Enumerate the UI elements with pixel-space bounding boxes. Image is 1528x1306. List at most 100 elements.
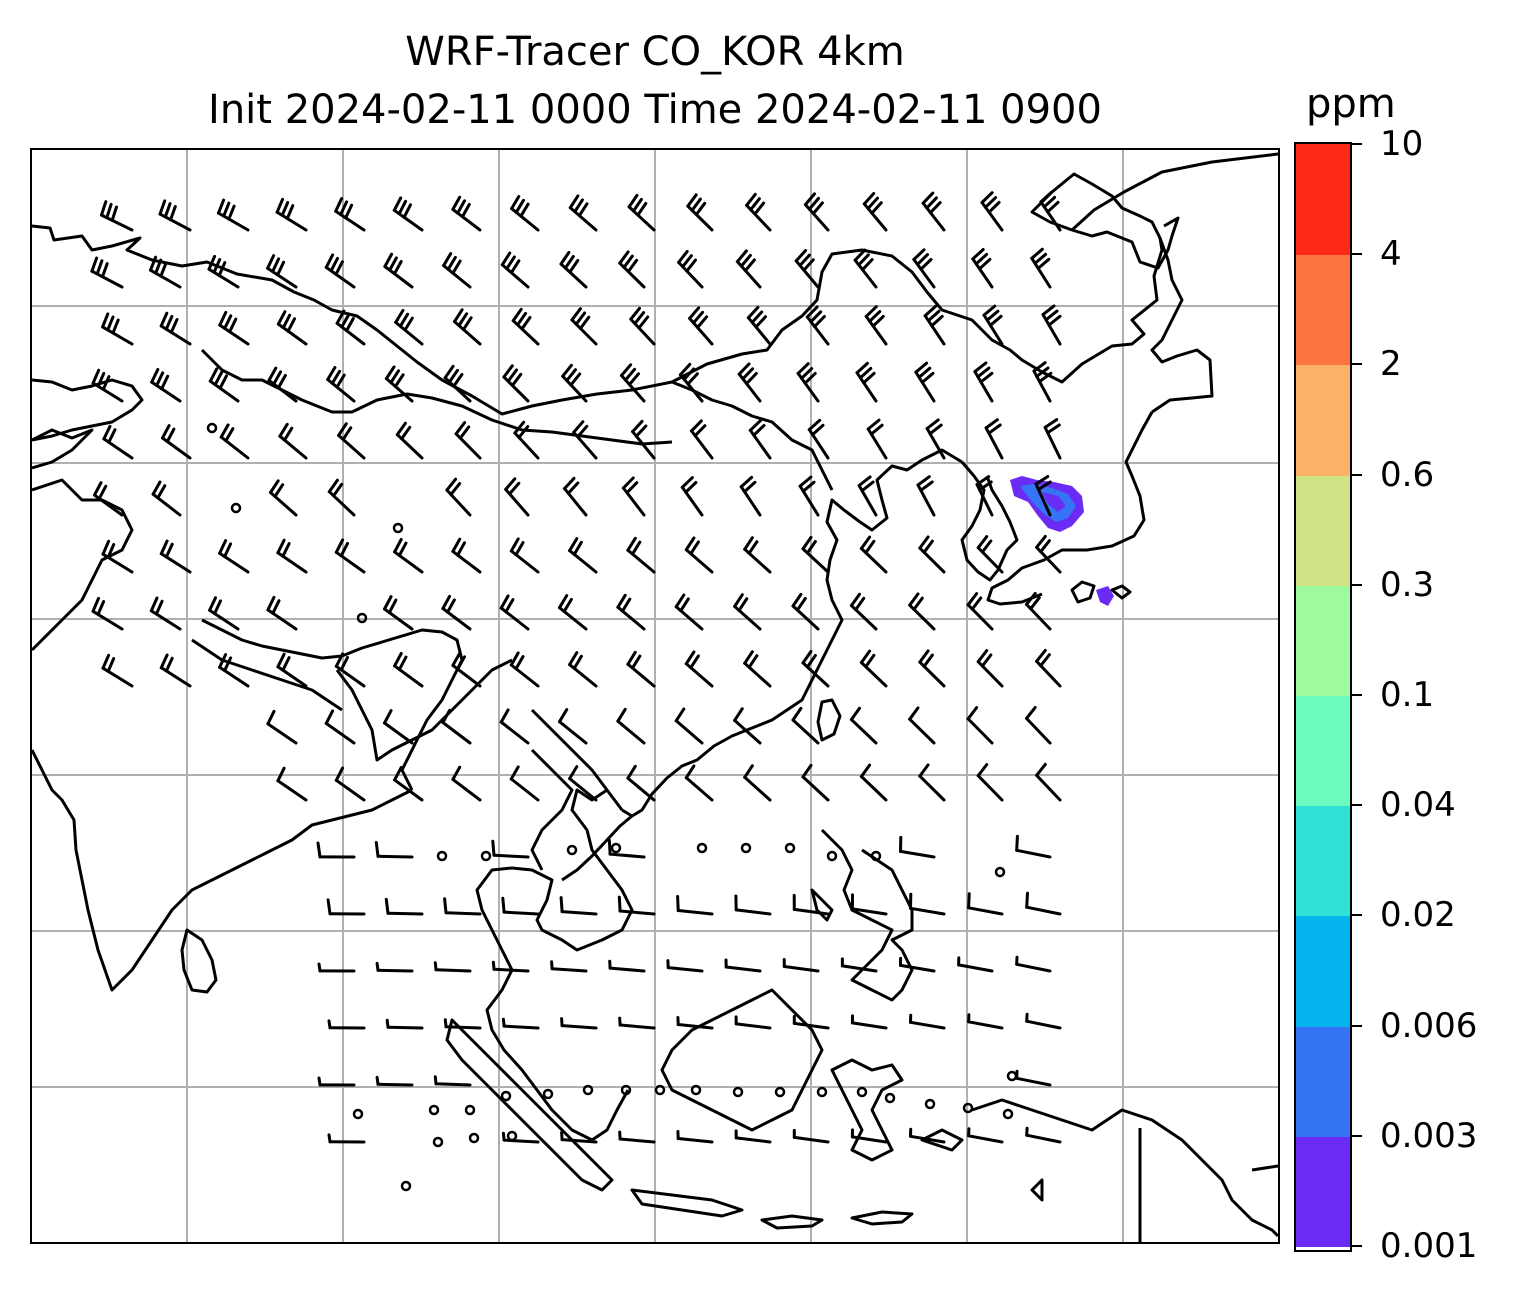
wind-barb <box>608 966 646 973</box>
wind-barb-flag <box>397 655 408 671</box>
wind-barb-flag <box>1035 648 1047 663</box>
border-inland <box>32 478 134 652</box>
wind-barb-flag <box>966 706 979 721</box>
colorbar-tick <box>1352 804 1362 807</box>
wind-barb-flag <box>746 305 760 320</box>
wind-barb-flag <box>743 480 757 494</box>
wind-barb-flag <box>334 652 345 668</box>
wind-barb-flag <box>160 374 170 391</box>
wind-barb-flag <box>849 592 861 608</box>
calm-wind-circle <box>206 422 218 434</box>
wind-barb-flag <box>803 371 817 385</box>
wind-barb-flag <box>928 423 943 436</box>
wind-barb <box>383 721 414 745</box>
colorbar-tick <box>1352 143 1362 145</box>
colorbar-segment <box>1296 1135 1350 1247</box>
colorbar-tick <box>1352 253 1362 256</box>
wind-barb-flag <box>855 361 869 375</box>
wind-barb <box>550 967 588 973</box>
wind-barb-flag <box>801 763 813 779</box>
wind-barb-flag <box>516 311 528 327</box>
wind-barb-flag <box>862 371 876 385</box>
wind-barb <box>801 775 830 802</box>
colorbar-segment <box>1296 474 1350 586</box>
wind-barb-flag <box>504 598 515 614</box>
calm-wind-circle <box>870 850 882 862</box>
wind-barb-half <box>317 1076 322 1087</box>
colorbar-tick <box>1352 914 1362 917</box>
wind-barb-flag <box>733 593 744 608</box>
colorbar-segment <box>1296 144 1350 256</box>
wind-barb-flag <box>559 250 571 266</box>
wind-barb-flag <box>741 367 755 381</box>
wind-barb-flag <box>1044 309 1059 322</box>
wind-barb <box>957 963 994 973</box>
wind-barb-flag <box>93 481 103 497</box>
wind-barb-flag <box>267 366 278 382</box>
wind-barb-flag <box>158 199 167 216</box>
wind-barb-flag <box>976 649 989 664</box>
wind-barb-flag <box>743 764 754 779</box>
wind-barb-flag <box>276 766 286 783</box>
wind-barb-flag <box>164 656 174 673</box>
wind-barb <box>792 907 830 916</box>
wind-barb-flag <box>568 259 580 274</box>
wind-barb <box>393 778 424 802</box>
wind-barb <box>376 1082 414 1087</box>
wind-barb-flag <box>690 197 702 212</box>
wind-barb-flag <box>616 593 627 609</box>
wind-barb-flag <box>912 248 926 261</box>
wind-barb-flag <box>517 425 530 439</box>
wind-barb-flag <box>568 651 579 667</box>
wind-barb-flag <box>276 260 286 277</box>
wind-barb-flag <box>929 201 942 215</box>
wind-barb-flag <box>326 898 332 916</box>
wind-barb-flag <box>568 194 580 210</box>
wind-barb <box>560 910 598 916</box>
wind-barb-flag <box>922 539 934 554</box>
wind-barb-half <box>327 1133 332 1144</box>
wind-barb-flag <box>681 254 693 269</box>
wind-barb-flag <box>674 593 686 609</box>
wind-barb <box>386 911 424 916</box>
wind-barb-flag <box>271 257 281 274</box>
wind-barb <box>334 778 366 802</box>
calm-wind-circle <box>400 1180 412 1192</box>
colorbar-segment <box>1296 254 1350 366</box>
colorbar-segment <box>1296 1025 1350 1137</box>
wind-barb-flag <box>858 366 873 380</box>
wind-barb-flag <box>925 196 938 210</box>
wind-barb <box>733 718 762 745</box>
calm-wind-circle <box>500 1090 512 1102</box>
wind-barb-flag <box>925 418 940 430</box>
wind-barb-flag <box>275 197 285 214</box>
wind-barb-flag <box>1038 371 1053 384</box>
calm-wind-circle <box>826 850 838 862</box>
calm-wind-circle <box>230 502 242 514</box>
wind-barb-flag <box>1039 190 1053 204</box>
wind-barb-flag <box>864 653 876 669</box>
wind-barb-flag <box>397 199 408 216</box>
wind-barb-flag <box>334 260 344 276</box>
wind-barb-flag <box>395 421 407 437</box>
wind-barb-flag <box>984 196 998 209</box>
wind-barb-flag <box>106 543 116 559</box>
wind-barb-flag <box>980 653 993 668</box>
wind-barb <box>908 717 936 745</box>
wind-barb-half <box>560 1017 564 1028</box>
wind-barb-flag <box>508 481 521 496</box>
wind-barb <box>502 910 540 916</box>
wind-barb <box>676 1137 714 1144</box>
wind-barb <box>840 964 878 973</box>
wind-barb-flag <box>689 540 700 556</box>
wind-barb-flag <box>920 371 935 384</box>
coastline-sulawesi <box>830 1058 904 1162</box>
wind-barb <box>434 1082 472 1087</box>
wind-barb <box>792 1135 830 1144</box>
wind-barb <box>734 1136 772 1144</box>
border-laos <box>530 708 609 791</box>
wind-barb <box>434 968 472 973</box>
wind-barb-flag <box>383 709 393 725</box>
wind-barb-flag <box>633 311 646 326</box>
wind-barb-flag <box>510 195 521 211</box>
